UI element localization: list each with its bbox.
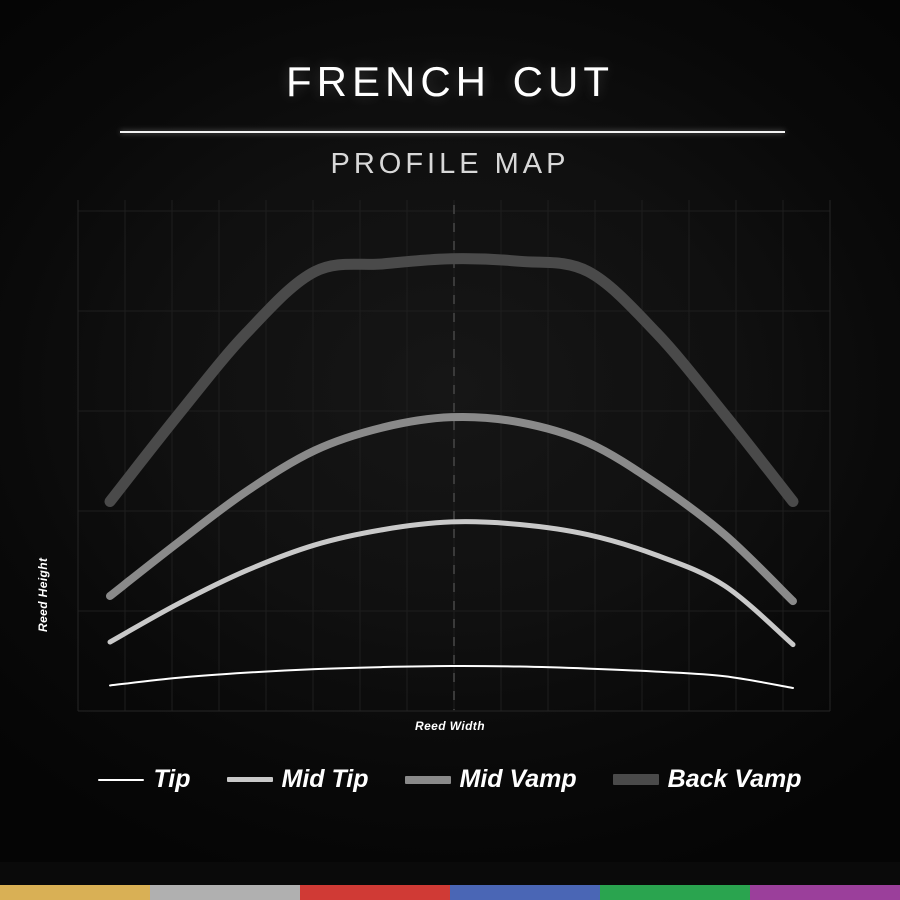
series-line-back-vamp [104, 253, 799, 507]
legend-item-tip[interactable]: Tip [98, 765, 191, 794]
legend-item-mid-tip[interactable]: Mid Tip [226, 765, 369, 794]
legend-swatch-icon [226, 777, 273, 782]
colorbar-segment-2 [150, 885, 300, 900]
chart-legend: Tip Mid Tip Mid Vamp Back Vamp [0, 765, 900, 794]
series-line-tip [109, 665, 794, 689]
profile-chart [77, 200, 831, 712]
legend-swatch-icon [404, 775, 451, 784]
legend-label: Back Vamp [667, 765, 802, 793]
colorbar-segment-3 [300, 885, 450, 900]
series-line-mid-vamp [106, 412, 797, 606]
legend-label: Tip [153, 765, 191, 793]
legend-label: Mid Tip [281, 765, 369, 793]
series-group [104, 253, 799, 689]
legend-item-back-vamp[interactable]: Back Vamp [612, 765, 802, 794]
page-background [0, 0, 900, 862]
header: French Cut [0, 0, 900, 108]
grid-vertical-lines [77, 200, 831, 711]
page-title: French Cut [286, 42, 614, 109]
legend-item-mid-vamp[interactable]: Mid Vamp [404, 765, 577, 794]
plot-frame [77, 200, 831, 712]
bottom-color-bar [0, 885, 900, 900]
series-line-mid-tip [107, 519, 796, 648]
colorbar-segment-1 [0, 885, 150, 900]
colorbar-segment-6 [750, 885, 900, 900]
chart-area: Reed Height [0, 195, 900, 720]
colorbar-segment-4 [450, 885, 600, 900]
x-axis-label: Reed Width [415, 719, 485, 733]
y-axis-label: Reed Height [36, 557, 50, 632]
legend-swatch-icon [612, 774, 659, 785]
page-subtitle: PROFILE MAP [330, 148, 570, 180]
title-divider [120, 131, 785, 133]
legend-label: Mid Vamp [459, 765, 577, 793]
colorbar-segment-5 [600, 885, 750, 900]
legend-swatch-icon [98, 778, 145, 781]
